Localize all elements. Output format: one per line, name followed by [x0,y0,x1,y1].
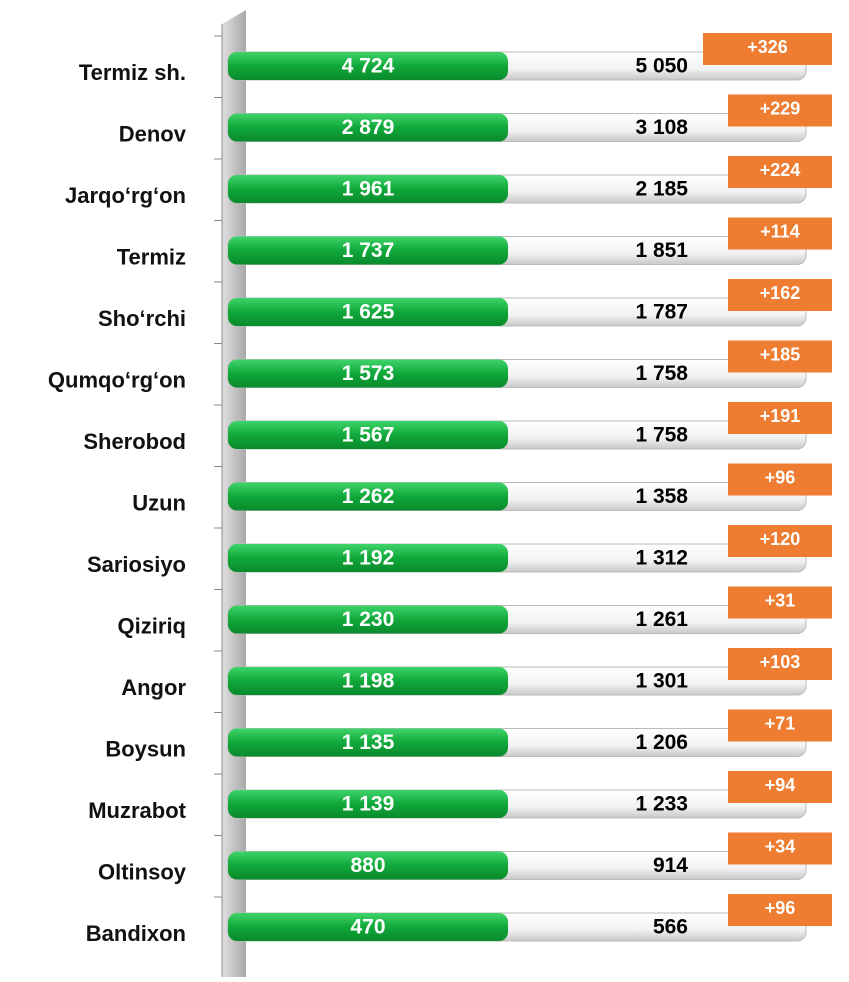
bar-green [228,113,508,142]
bar-green [228,544,508,572]
row-label: Termiz sh. [79,60,186,85]
change-value: +96 [765,898,796,918]
bar-green [228,421,508,449]
row-label: Sherobod [83,429,186,454]
after-value: 1 233 [635,793,688,816]
before-value: 1 262 [342,485,395,508]
before-value: 1 737 [342,239,395,262]
change-box [728,586,832,619]
change-value: +103 [760,652,801,672]
bar-green [228,728,508,757]
bar-green [228,605,508,634]
change-box [728,463,832,496]
row-label: Qiziriq [118,613,186,638]
before-value: 1 139 [342,793,395,816]
after-value: 1 851 [635,239,688,262]
row-label: Uzun [132,490,186,515]
after-value: 2 185 [635,178,688,201]
after-value: 1 758 [635,424,688,447]
before-value: 1 961 [342,178,395,201]
change-value: +96 [765,467,796,487]
before-value: 470 [350,916,385,939]
change-box [728,217,832,250]
after-value: 3 108 [635,116,688,139]
before-value: 1 230 [342,608,395,631]
change-box [728,340,832,373]
change-box [728,771,832,803]
change-box [728,648,832,680]
bar-green [228,359,508,388]
before-value: 1 192 [342,547,395,570]
before-value: 1 198 [342,670,395,693]
bar-green [228,52,508,80]
change-value: +224 [760,160,801,180]
row-label: Muzrabot [88,798,186,823]
change-box [728,525,832,557]
before-value: 4 724 [342,55,395,78]
bar-green [228,790,508,818]
change-value: +114 [760,221,800,241]
change-value: +34 [765,836,796,856]
change-value: +185 [760,344,801,364]
change-box [728,279,832,311]
bar-green [228,175,508,203]
row-label: Boysun [105,736,186,761]
after-value: 1 301 [635,670,688,693]
change-box [728,832,832,865]
row-label: Sho‘rchi [98,306,186,331]
after-value: 5 050 [635,55,688,78]
change-box [728,894,832,926]
change-box [728,94,832,127]
row-label: Termiz [117,244,186,269]
bar-green [228,913,508,941]
before-value: 1 567 [342,424,395,447]
change-value: +31 [765,590,796,610]
change-box [703,33,832,65]
row-label: Bandixon [86,921,186,946]
change-box [728,156,832,188]
row-label: Qumqo‘rg‘on [48,367,186,392]
before-value: 2 879 [342,116,395,139]
row-label: Denov [119,121,187,146]
change-value: +162 [760,283,801,303]
change-value: +191 [760,406,801,426]
after-value: 1 261 [635,608,688,631]
bar-green [228,236,508,265]
change-value: +71 [765,713,796,733]
before-value: 1 573 [342,362,395,385]
bar-green [228,298,508,326]
before-value: 880 [350,854,385,877]
row-label: Jarqo‘rg‘on [65,183,186,208]
row-label: Sariosiyo [87,552,186,577]
bar-green [228,482,508,511]
change-box [728,709,832,742]
row-label: Oltinsoy [98,859,187,884]
change-value: +120 [760,529,801,549]
after-value: 1 787 [635,301,688,324]
change-value: +229 [760,98,801,118]
after-value: 1 758 [635,362,688,385]
after-value: 1 358 [635,485,688,508]
row-label: Angor [121,675,186,700]
change-value: +326 [747,37,788,57]
bar-green [228,667,508,695]
bar-green [228,851,508,880]
after-value: 914 [653,854,688,877]
after-value: 1 206 [635,731,688,754]
change-box [728,402,832,434]
change-value: +94 [765,775,796,795]
after-value: 566 [653,916,688,939]
after-value: 1 312 [635,547,688,570]
before-value: 1 625 [342,301,395,324]
before-value: 1 135 [342,731,395,754]
